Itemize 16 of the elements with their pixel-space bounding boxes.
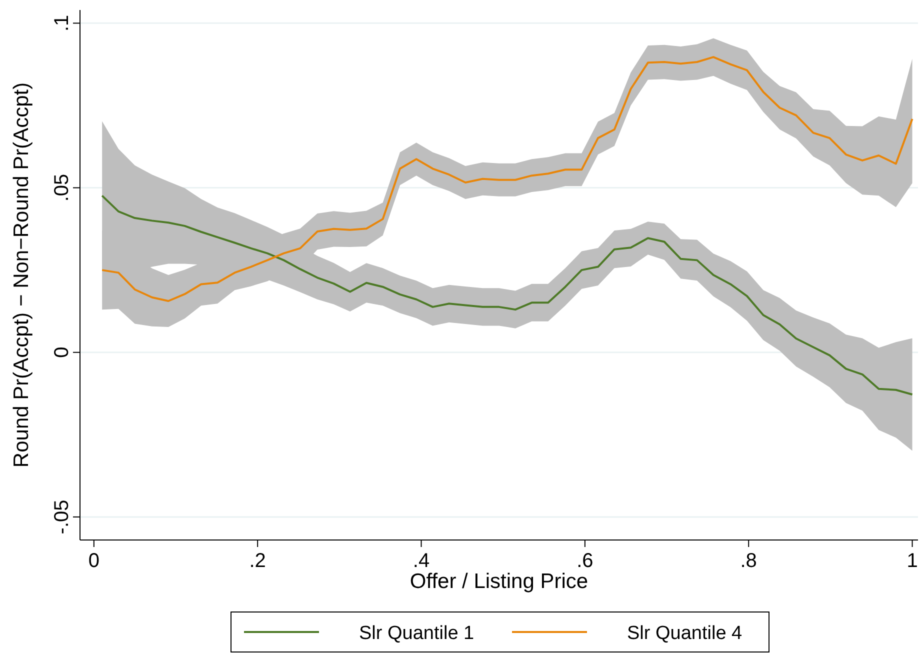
line-series xyxy=(101,194,914,396)
x-axis-title: Offer / Listing Price xyxy=(410,570,588,593)
x-tick-label: 1 xyxy=(906,550,918,572)
x-tick-label: .6 xyxy=(576,550,594,572)
legend-label: Slr Quantile 1 xyxy=(359,623,474,644)
x-tick-label: 0 xyxy=(88,550,100,572)
x-tick-label: .8 xyxy=(740,550,757,572)
y-tick-label: -.05 xyxy=(51,500,73,534)
y-axis-title: Round Pr(Accpt) − Non−Round Pr(Accpt) xyxy=(10,82,33,468)
y-tick-label: .1 xyxy=(51,14,73,32)
y-tick-label: 0 xyxy=(51,346,73,358)
x-tick-label: .4 xyxy=(412,550,430,572)
x-tick-label: .2 xyxy=(249,550,266,572)
line-series xyxy=(101,56,914,302)
y-tick-label: .05 xyxy=(51,174,73,202)
legend-label: Slr Quantile 4 xyxy=(627,623,743,644)
